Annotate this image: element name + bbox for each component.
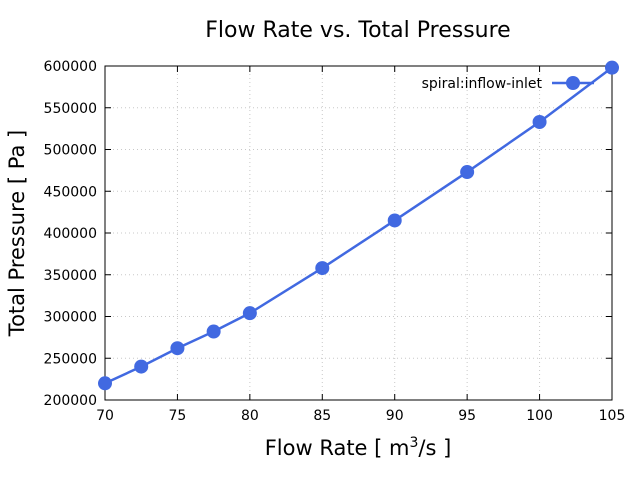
data-point <box>98 376 112 391</box>
x-axis-title: Flow Rate [ m3/s ] <box>265 435 452 460</box>
legend-label: spiral:inflow-inlet <box>422 76 543 92</box>
x-tick-label: 105 <box>599 408 626 424</box>
data-point <box>387 213 402 228</box>
x-tick-label: 80 <box>241 408 259 424</box>
x-tick-label: 75 <box>169 408 187 424</box>
data-point <box>134 359 149 374</box>
x-axis-title-sup: 3 <box>409 435 418 451</box>
y-axis-title: Total Pressure [ Pa ] <box>5 130 29 337</box>
data-point <box>170 341 185 356</box>
x-tick-label: 70 <box>96 408 114 424</box>
x-axis-title-tail: /s ] <box>418 436 451 460</box>
axis-ticks: 70 75 80 85 90 95 100 105 200000 250000 300000 3500… <box>44 59 626 424</box>
data-point <box>460 165 475 180</box>
series-layer <box>98 60 619 391</box>
y-tick-label: 400000 <box>44 226 97 242</box>
y-tick-label: 300000 <box>44 310 97 326</box>
data-point <box>242 306 257 321</box>
x-axis-title-main: Flow Rate [ m <box>265 436 410 460</box>
data-point <box>605 60 619 75</box>
y-tick-label: 550000 <box>44 101 97 117</box>
y-tick-label: 500000 <box>44 143 97 159</box>
x-tick-label: 100 <box>526 408 553 424</box>
x-tick-label: 95 <box>458 408 476 424</box>
legend: spiral:inflow-inlet <box>422 76 594 92</box>
data-point <box>206 324 221 339</box>
y-tick-label: 350000 <box>44 268 97 284</box>
series-line <box>104 66 613 385</box>
x-tick-label: 85 <box>313 408 331 424</box>
x-tick-label: 90 <box>386 408 404 424</box>
y-tick-label: 600000 <box>44 59 97 75</box>
y-tick-label: 250000 <box>44 351 97 367</box>
grid <box>105 66 612 400</box>
data-point <box>532 114 547 129</box>
y-tick-label: 450000 <box>44 184 97 200</box>
legend-marker-swatch <box>566 76 580 90</box>
data-point <box>315 261 330 276</box>
y-tick-label: 200000 <box>44 393 97 409</box>
chart-title: Flow Rate vs. Total Pressure <box>205 18 510 43</box>
